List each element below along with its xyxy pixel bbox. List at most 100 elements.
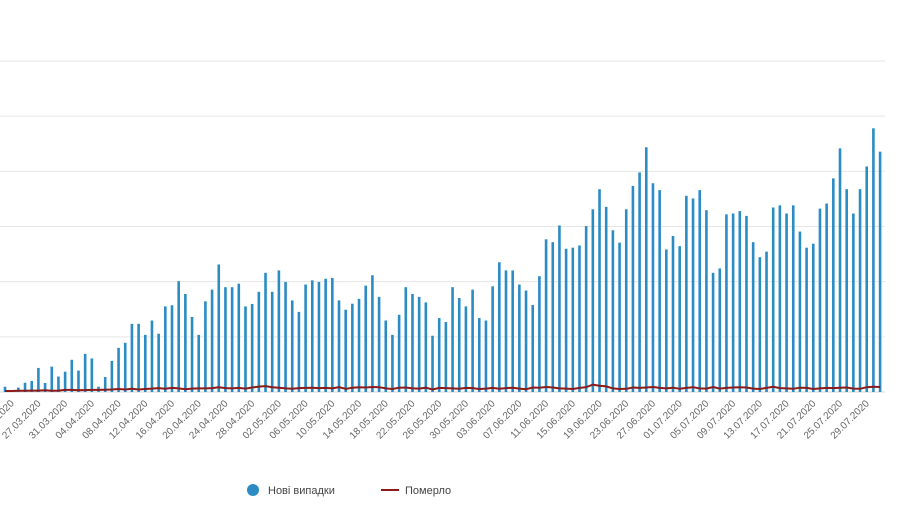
bar-new-cases[interactable]: [391, 334, 394, 392]
bar-new-cases[interactable]: [698, 190, 702, 392]
bar-new-cases[interactable]: [558, 225, 561, 392]
bar-new-cases[interactable]: [845, 189, 848, 392]
bar-new-cases[interactable]: [498, 262, 501, 392]
bar-new-cases[interactable]: [331, 277, 334, 392]
bar-new-cases[interactable]: [811, 243, 815, 392]
bar-new-cases[interactable]: [103, 376, 107, 392]
bar-new-cases[interactable]: [210, 289, 214, 392]
bar-new-cases[interactable]: [638, 172, 641, 392]
bar-new-cases[interactable]: [424, 302, 428, 392]
bar-new-cases[interactable]: [598, 189, 601, 392]
bar-new-cases[interactable]: [237, 283, 241, 392]
bar-new-cases[interactable]: [624, 209, 628, 392]
bar-new-cases[interactable]: [838, 148, 842, 392]
bar-new-cases[interactable]: [477, 318, 481, 392]
bar-new-cases[interactable]: [665, 249, 668, 392]
bar-new-cases[interactable]: [77, 370, 80, 392]
bar-new-cases[interactable]: [484, 320, 488, 392]
bar-new-cases[interactable]: [578, 245, 581, 392]
bar-new-cases[interactable]: [164, 306, 167, 392]
bar-new-cases[interactable]: [184, 294, 187, 392]
bar-new-cases[interactable]: [832, 178, 835, 392]
bar-new-cases[interactable]: [431, 335, 434, 392]
bar-new-cases[interactable]: [344, 309, 347, 392]
bar-new-cases[interactable]: [651, 183, 655, 392]
bar-new-cases[interactable]: [23, 382, 27, 392]
bar-new-cases[interactable]: [310, 280, 314, 392]
bar-new-cases[interactable]: [411, 294, 414, 392]
bar-new-cases[interactable]: [137, 323, 140, 392]
bar-new-cases[interactable]: [798, 231, 802, 392]
bar-new-cases[interactable]: [785, 213, 788, 392]
bar-new-cases[interactable]: [43, 382, 47, 392]
bar-new-cases[interactable]: [170, 305, 174, 392]
bar-new-cases[interactable]: [143, 334, 147, 392]
bar-new-cases[interactable]: [397, 314, 401, 392]
bar-new-cases[interactable]: [317, 281, 321, 392]
bar-new-cases[interactable]: [451, 287, 454, 392]
bar-new-cases[interactable]: [765, 251, 768, 392]
bar-new-cases[interactable]: [190, 316, 194, 392]
bar-new-cases[interactable]: [50, 366, 54, 392]
bar-new-cases[interactable]: [658, 190, 661, 392]
bar-new-cases[interactable]: [37, 367, 40, 392]
bar-new-cases[interactable]: [63, 371, 67, 392]
bar-new-cases[interactable]: [123, 342, 127, 392]
bar-new-cases[interactable]: [270, 291, 274, 392]
bar-new-cases[interactable]: [204, 301, 207, 392]
bar-new-cases[interactable]: [244, 306, 247, 392]
bar-new-cases[interactable]: [518, 284, 521, 392]
bar-new-cases[interactable]: [417, 296, 421, 392]
bar-new-cases[interactable]: [718, 268, 722, 392]
bar-new-cases[interactable]: [371, 275, 374, 392]
bar-new-cases[interactable]: [110, 360, 114, 392]
bar-new-cases[interactable]: [758, 257, 762, 392]
bar-new-cases[interactable]: [3, 386, 7, 392]
bar-new-cases[interactable]: [90, 358, 94, 392]
bar-new-cases[interactable]: [531, 305, 535, 392]
bar-new-cases[interactable]: [818, 208, 822, 392]
bar-new-cases[interactable]: [377, 296, 381, 392]
bar-new-cases[interactable]: [751, 242, 755, 392]
bar-new-cases[interactable]: [257, 291, 261, 392]
bar-new-cases[interactable]: [852, 213, 855, 392]
bar-new-cases[interactable]: [384, 320, 388, 392]
bar-new-cases[interactable]: [351, 303, 354, 392]
bar-new-cases[interactable]: [544, 239, 548, 392]
bar-new-cases[interactable]: [224, 287, 227, 392]
bar-new-cases[interactable]: [571, 247, 575, 392]
bar-new-cases[interactable]: [197, 334, 201, 392]
bar-new-cases[interactable]: [17, 387, 20, 392]
bar-new-cases[interactable]: [30, 380, 34, 392]
bar-new-cases[interactable]: [357, 298, 361, 392]
bar-new-cases[interactable]: [491, 286, 494, 392]
bar-new-cases[interactable]: [524, 290, 528, 392]
bar-new-cases[interactable]: [457, 297, 461, 392]
bar-new-cases[interactable]: [685, 195, 688, 392]
bar-new-cases[interactable]: [157, 333, 160, 392]
bar-new-cases[interactable]: [290, 300, 294, 392]
bar-new-cases[interactable]: [825, 203, 828, 392]
bar-new-cases[interactable]: [705, 210, 708, 392]
bar-new-cases[interactable]: [691, 198, 695, 392]
bar-new-cases[interactable]: [471, 289, 474, 392]
bar-new-cases[interactable]: [618, 242, 621, 392]
bar-new-cases[interactable]: [230, 287, 234, 392]
bar-new-cases[interactable]: [511, 270, 514, 392]
bar-new-cases[interactable]: [551, 242, 555, 392]
bar-new-cases[interactable]: [791, 205, 795, 392]
bar-new-cases[interactable]: [725, 214, 728, 392]
bar-new-cases[interactable]: [444, 322, 448, 392]
bar-new-cases[interactable]: [678, 246, 681, 392]
bar-new-cases[interactable]: [297, 311, 301, 392]
bar-new-cases[interactable]: [591, 209, 595, 392]
bar-new-cases[interactable]: [284, 281, 287, 392]
bar-new-cases[interactable]: [771, 207, 775, 392]
bar-new-cases[interactable]: [805, 247, 808, 392]
bar-new-cases[interactable]: [738, 211, 742, 392]
bar-new-cases[interactable]: [745, 215, 748, 392]
bar-new-cases[interactable]: [364, 285, 368, 392]
bar-new-cases[interactable]: [631, 185, 635, 392]
bar-new-cases[interactable]: [711, 272, 715, 392]
bar-new-cases[interactable]: [671, 235, 675, 392]
